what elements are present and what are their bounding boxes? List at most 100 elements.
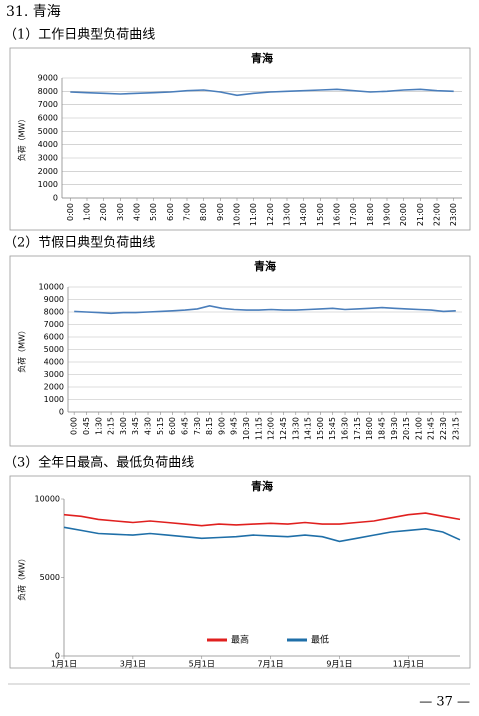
x-tick-label: 21:00: [414, 417, 423, 440]
x-tick-label: 5:00: [149, 203, 158, 221]
x-tick-label: 2:00: [99, 203, 108, 221]
x-tick-label: 17:15: [353, 417, 362, 440]
x-tick-label: 6:45: [180, 417, 189, 435]
y-tick-label: 5000: [44, 345, 64, 354]
x-tick-label: 10:00: [233, 203, 242, 226]
x-tick-label: 23:15: [451, 417, 460, 440]
x-tick-label: 12:45: [279, 417, 288, 440]
chart-frame: [9, 255, 471, 447]
x-tick-label: 1:30: [94, 417, 103, 435]
y-tick-label: 7000: [38, 100, 58, 109]
x-tick-label: 13:00: [283, 203, 292, 226]
x-tick-label: 4:30: [144, 417, 153, 435]
x-tick-label: 7:00: [183, 203, 192, 221]
x-tick-label: 4:00: [133, 203, 142, 221]
y-tick-label: 1000: [44, 395, 64, 404]
y-tick-label: 6000: [38, 114, 58, 123]
x-tick-label: 18:00: [365, 417, 374, 440]
x-tick-label: 15:00: [316, 417, 325, 440]
section-title: （1）工作日典型负荷曲线: [4, 28, 155, 43]
x-tick-label: 9月1日: [326, 660, 352, 669]
line: [63, 512, 461, 527]
x-tick-label: 9:00: [216, 203, 225, 221]
legend-label: 最高: [231, 634, 249, 646]
y-tick-label: 5000: [40, 573, 60, 582]
x-tick-label: 9:00: [217, 417, 226, 435]
x-tick-label: 11月1日: [393, 660, 424, 669]
x-tick-label: 17:00: [349, 203, 358, 226]
x-tick-label: 22:00: [433, 203, 442, 226]
heading: 31. 青海: [6, 4, 61, 20]
line: [74, 304, 456, 315]
x-tick-label: 5月1日: [189, 660, 215, 669]
y-tick-label: 3000: [38, 154, 58, 163]
x-tick-label: 22:30: [439, 417, 448, 440]
x-tick-label: 20:15: [402, 417, 411, 440]
y-tick-label: 8000: [44, 308, 64, 317]
x-tick-label: 3:00: [119, 417, 128, 435]
y-axis-label: 负荷（MW）: [17, 554, 27, 601]
x-tick-label: 6:00: [166, 203, 175, 221]
chart-title: 青海: [251, 51, 273, 65]
x-tick-label: 0:45: [82, 417, 91, 435]
x-tick-label: 8:00: [199, 203, 208, 221]
y-tick-label: 3000: [44, 370, 64, 379]
x-tick-label: 11:15: [254, 417, 263, 440]
line: [63, 526, 461, 543]
chart-title: 青海: [254, 259, 276, 273]
x-tick-label: 23:00: [449, 203, 458, 226]
x-tick-label: 10:30: [242, 417, 251, 440]
x-tick-label: 16:30: [341, 417, 350, 440]
x-tick-label: 21:45: [427, 417, 436, 440]
y-tick-label: 4000: [44, 358, 64, 367]
y-tick-label: 9000: [38, 74, 58, 83]
x-tick-label: 15:00: [316, 203, 325, 226]
x-tick-label: 8:15: [205, 417, 214, 435]
x-tick-label: 9:45: [230, 417, 239, 435]
y-tick-label: 7000: [44, 320, 64, 329]
x-tick-label: 3:45: [131, 417, 140, 435]
x-tick-label: 20:00: [399, 203, 408, 226]
section-title: （2）节假日典型负荷曲线: [4, 236, 155, 251]
y-tick-label: 1000: [38, 180, 58, 189]
y-tick-label: 2000: [44, 383, 64, 392]
x-tick-label: 6:00: [168, 417, 177, 435]
x-tick-label: 0:00: [70, 417, 79, 435]
x-tick-label: 0:00: [66, 203, 75, 221]
x-tick-label: 12:00: [266, 203, 275, 226]
y-tick-label: 8000: [38, 87, 58, 96]
y-axis-label: 负荷（MW）: [17, 115, 27, 162]
line: [70, 88, 454, 97]
y-tick-label: 10000: [35, 495, 60, 504]
y-tick-label: 5000: [38, 127, 58, 136]
x-tick-label: 3月1日: [120, 660, 146, 669]
x-tick-label: 5:15: [156, 417, 165, 435]
y-tick-label: 2000: [38, 167, 58, 176]
x-tick-label: 7月1日: [258, 660, 284, 669]
x-tick-label: 19:00: [383, 203, 392, 226]
y-tick-label: 10000: [39, 283, 64, 292]
chart-frame: [9, 47, 471, 231]
x-tick-label: 7:30: [193, 417, 202, 435]
x-tick-label: 14:00: [299, 203, 308, 226]
x-tick-label: 12:00: [267, 417, 276, 440]
y-tick-label: 0: [55, 652, 60, 661]
chart-frame: [9, 475, 471, 669]
legend-label: 最低: [311, 634, 329, 646]
y-axis-label: 负荷（MW）: [17, 326, 27, 373]
page-number: — 37 —: [419, 695, 470, 710]
chart-title: 青海: [251, 479, 273, 493]
x-tick-label: 2:15: [107, 417, 116, 435]
x-tick-label: 11:00: [249, 203, 258, 226]
y-tick-label: 6000: [44, 333, 64, 342]
y-tick-label: 0: [53, 194, 58, 203]
y-tick-label: 4000: [38, 140, 58, 149]
x-tick-label: 3:00: [116, 203, 125, 221]
x-tick-label: 15:45: [328, 417, 337, 440]
section-title: （3）全年日最高、最低负荷曲线: [4, 455, 194, 471]
x-tick-label: 1:00: [83, 203, 92, 221]
x-tick-label: 13:30: [291, 417, 300, 440]
x-tick-label: 21:00: [416, 203, 425, 226]
